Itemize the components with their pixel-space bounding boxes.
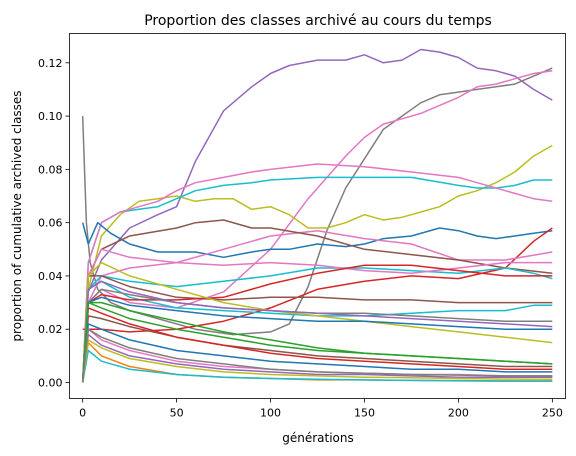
y-tick-label: 0.10 [38,110,63,123]
y-tick-label: 0.04 [38,270,63,283]
series-line-13 [81,280,553,383]
x-axis-ticks: 0 50 100 150 200 250 [79,398,563,420]
series-line-9 [81,219,553,383]
x-tick-label: 100 [260,407,281,420]
series-line-27 [81,301,553,383]
series-line-29 [81,328,553,383]
series-line-6 [81,221,553,259]
x-tick-label: 250 [542,407,563,420]
series-line-5 [81,163,553,383]
series-line-14 [81,264,553,383]
x-tick-label: 150 [354,407,375,420]
y-tick-label: 0.12 [38,57,63,70]
series-line-26 [81,349,553,383]
series-line-11 [81,248,553,383]
series-line-18 [81,296,553,383]
series-line-3 [81,144,553,383]
series-line-22 [81,323,553,383]
x-tick-label: 200 [448,407,469,420]
series-line-10 [81,267,553,383]
x-tick-label: 50 [170,407,184,420]
series-line-17 [81,280,553,383]
series-line-0 [81,48,553,383]
y-axis-label: proportion of cumulative archived classe… [10,90,24,341]
series-line-24 [81,333,553,383]
series-line-2 [81,70,553,383]
series-line-4 [81,176,553,383]
series-line-20 [81,315,553,383]
y-tick-label: 0.02 [38,323,63,336]
series-line-12 [81,275,553,383]
plot-lines [81,48,553,383]
y-tick-label: 0.06 [38,217,63,230]
series-line-28 [81,339,553,383]
plot-frame [69,33,566,399]
series-line-21 [81,307,553,383]
y-tick-label: 0.00 [38,377,63,390]
y-tick-label: 0.08 [38,163,63,176]
x-tick-label: 0 [79,407,86,420]
chart-title: Proportion des classes archivé au cours … [144,13,492,29]
x-axis-label: générations [282,431,354,445]
y-axis-ticks: 0.00 0.02 0.04 0.06 0.08 0.10 0.12 [38,57,70,390]
series-line-1 [81,67,553,336]
